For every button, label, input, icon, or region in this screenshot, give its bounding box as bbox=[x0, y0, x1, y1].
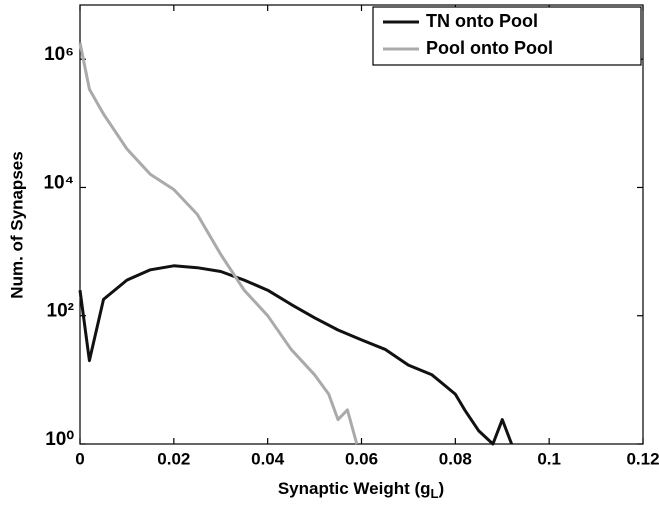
x-tick-label: 0.06 bbox=[345, 449, 378, 468]
series-line bbox=[78, 42, 359, 445]
x-tick-label: 0.02 bbox=[157, 449, 190, 468]
y-tick-label: 10² bbox=[47, 301, 74, 322]
x-axis-label-subscript: L bbox=[431, 486, 439, 501]
plot-frame bbox=[79, 4, 644, 445]
y-tick-label: 10⁴ bbox=[43, 172, 74, 193]
y-tick-label: 10⁶ bbox=[44, 44, 74, 65]
x-tick-label: 0.08 bbox=[439, 449, 472, 468]
x-axis-label: Synaptic Weight (gL) bbox=[278, 479, 444, 501]
y-axis-label: Num. of Synapses bbox=[7, 151, 26, 298]
x-axis-label-part: Synaptic Weight (g bbox=[278, 479, 431, 498]
legend-label: Pool onto Pool bbox=[426, 38, 553, 58]
x-tick-label: 0 bbox=[75, 449, 84, 468]
x-tick-label: 0.04 bbox=[251, 449, 285, 468]
y-tick-label: 10⁰ bbox=[45, 429, 74, 450]
x-tick-label: 0.12 bbox=[626, 449, 659, 468]
legend-label: TN onto Pool bbox=[426, 11, 538, 31]
x-tick-label: 0.1 bbox=[537, 449, 561, 468]
series-line bbox=[78, 264, 514, 446]
legend-box bbox=[372, 6, 642, 66]
x-axis-label-part: ) bbox=[438, 479, 444, 498]
